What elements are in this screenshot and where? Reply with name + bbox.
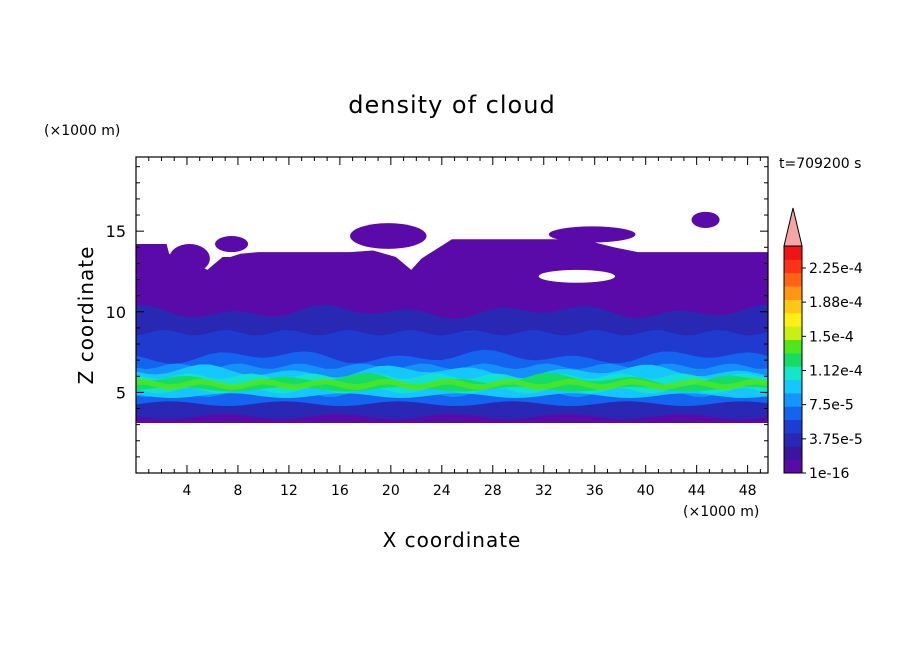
x-tick-label: 16 [331,483,349,499]
y-tick-label: 15 [106,222,126,241]
colorbar-band [784,379,802,394]
x-unit-label: (×1000 m) [683,504,759,520]
colorbar-label: 1.12e-4 [809,364,863,380]
colorbar-band [784,299,802,314]
colorbar-band [784,312,802,327]
colorbar-label: 1e-16 [809,466,849,482]
colorbar-band [784,406,802,421]
contour-sublayer-4 [136,378,768,391]
colorbar-band [784,352,802,367]
x-tick-label: 4 [183,483,192,499]
colorbar: 2.25e-4 1.88e-4 1.5e-4 1.12e-4 7.5e-5 3.75e-5… [783,207,863,482]
colorbar-band [784,272,802,287]
contour-patch-2 [350,223,427,249]
x-tick-label: 40 [637,483,655,499]
colorbar-label: 1.88e-4 [809,295,863,311]
x-tick-label: 12 [280,483,298,499]
plot-frame [135,156,769,474]
colorbar-band [784,419,802,434]
x-tick-label: 44 [688,483,706,499]
contour-patch-5 [538,269,616,283]
x-tick-label: 36 [586,483,604,499]
y-tick-label: 5 [116,383,126,402]
x-tick-label: 8 [233,483,242,499]
colorbar-band [784,392,802,407]
contour-patch-3 [548,226,636,243]
colorbar-band [784,326,802,340]
colorbar-band [784,286,802,300]
colorbar-label: 1.5e-4 [809,329,854,345]
colorbar-label: 2.25e-4 [809,261,863,277]
x-tick-label: 28 [484,483,502,499]
colorbar-band [784,366,802,381]
colorbar-band [784,246,802,260]
time-label: t=709200 s [779,156,861,172]
colorbar-label: 7.5e-5 [809,398,854,414]
y-unit-label: (×1000 m) [44,123,120,139]
colorbar-band [784,259,802,274]
colorbar-band [784,432,802,447]
contour-patch-1 [215,236,249,253]
x-tick-label: 24 [433,483,451,499]
colorbar-band [784,339,802,354]
x-axis-label: X coordinate [383,528,522,552]
x-tick-label: 20 [382,483,400,499]
colorbar-band [784,459,802,474]
contour-patch-4 [691,211,720,228]
colorbar-overflow-triangle [783,207,803,247]
contour-patch-0 [169,244,210,274]
x-tick-label: 48 [739,483,757,499]
colorbar-band [784,446,802,461]
y-tick-label: 10 [106,303,126,322]
colorbar-label: 3.75e-5 [809,432,863,448]
y-axis-label: Z coordinate [74,246,98,385]
chart-title: density of cloud [348,91,555,119]
contour-plot-area [136,211,768,424]
x-tick-label: 32 [535,483,553,499]
